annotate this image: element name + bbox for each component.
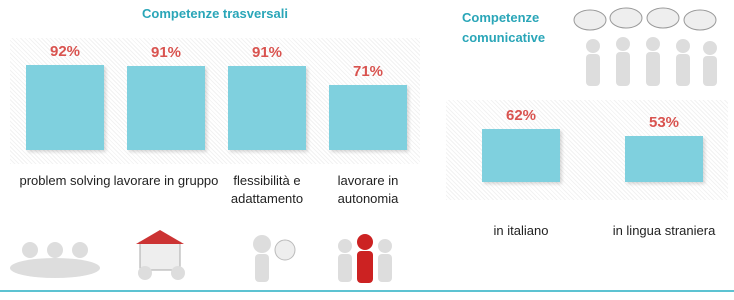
chart-title: Competenze comunicative <box>462 8 552 48</box>
value-label: 92% <box>16 43 114 60</box>
bar <box>329 85 407 150</box>
divider <box>0 290 734 292</box>
value-label: 91% <box>117 44 215 61</box>
bar <box>625 136 703 182</box>
bar <box>482 129 560 182</box>
bar <box>127 66 205 150</box>
value-label: 53% <box>615 114 713 131</box>
category-label: in lingua straniera <box>607 222 721 240</box>
infographic: Competenze trasversali Competenze comuni… <box>0 0 734 300</box>
value-label: 71% <box>319 63 417 80</box>
chart-title: Competenze trasversali <box>90 6 340 21</box>
bar <box>26 65 104 150</box>
people-icon <box>568 4 728 94</box>
category-label: flessibilità e adattamento <box>210 172 324 208</box>
bar <box>228 66 306 150</box>
value-label: 62% <box>472 107 570 124</box>
category-label: problem solving <box>8 172 122 190</box>
category-label: in italiano <box>464 222 578 240</box>
category-label: lavorare in autonomia <box>311 172 425 208</box>
category-label: lavorare in gruppo <box>109 172 223 190</box>
icons <box>0 228 420 288</box>
value-label: 91% <box>218 44 316 61</box>
